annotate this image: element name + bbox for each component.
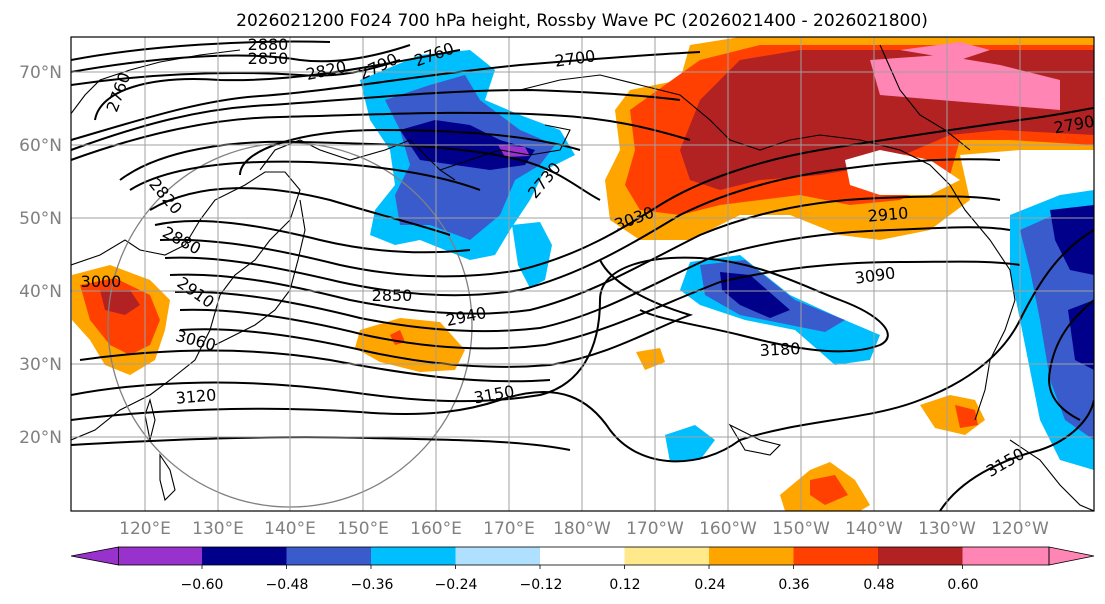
colorbar-label: −0.24 bbox=[435, 577, 478, 593]
lon-label: 170°W bbox=[626, 519, 684, 539]
colorbar-outline bbox=[118, 546, 1050, 566]
contour-label: 2880 bbox=[248, 35, 289, 54]
lat-label: 20°N bbox=[19, 428, 62, 448]
colorbar-label: −0.48 bbox=[266, 577, 309, 593]
lon-label: 140°E bbox=[264, 519, 316, 539]
contour-label: 2910 bbox=[867, 203, 909, 225]
colorbar-bin bbox=[371, 547, 456, 565]
colorbar-bin bbox=[455, 547, 540, 565]
height-contours bbox=[71, 40, 1094, 511]
lon-label: 150°W bbox=[772, 519, 830, 539]
lat-label: 70°N bbox=[19, 63, 62, 83]
contour-label: 2850 bbox=[372, 286, 413, 305]
lon-label: 160°E bbox=[410, 519, 462, 539]
lat-label: 40°N bbox=[19, 282, 62, 302]
contour-label: 3180 bbox=[759, 339, 801, 360]
chart-title: 2026021200 F024 700 hPa height, Rossby W… bbox=[236, 11, 928, 31]
colorbar-labels: −0.60 −0.48 −0.36 −0.24 −0.12 0.12 0.24 … bbox=[181, 577, 979, 593]
lon-label: 120°W bbox=[991, 519, 1049, 539]
coastlines bbox=[71, 44, 1094, 511]
colorbar-bin bbox=[878, 547, 963, 565]
colorbar-label: −0.12 bbox=[520, 577, 563, 593]
colorbar-label: −0.60 bbox=[181, 577, 224, 593]
longitude-labels: 120°E 130°E 140°E 150°E 160°E 170°E 180°… bbox=[119, 519, 1049, 539]
colorbar-bin bbox=[624, 547, 709, 565]
contour-label: 3120 bbox=[175, 385, 217, 407]
lon-label: 160°W bbox=[699, 519, 757, 539]
colorbar-bin bbox=[118, 547, 202, 565]
colorbar-extend-low bbox=[70, 546, 119, 566]
lon-label: 120°E bbox=[119, 519, 171, 539]
colorbar-label: 0.24 bbox=[694, 577, 725, 593]
colorbar-label: −0.36 bbox=[351, 577, 394, 593]
colorbar-bin bbox=[793, 547, 878, 565]
colorbar-bin bbox=[202, 547, 287, 565]
negative-anomaly-175e bbox=[512, 222, 552, 288]
latitude-labels: 70°N 60°N 50°N 40°N 30°N 20°N bbox=[19, 63, 62, 448]
contour-label: 3000 bbox=[81, 272, 122, 291]
lon-label: 170°E bbox=[483, 519, 535, 539]
lon-label: 140°W bbox=[845, 519, 903, 539]
lon-label: 130°W bbox=[918, 519, 976, 539]
colorbar-bin bbox=[709, 547, 794, 565]
lat-label: 50°N bbox=[19, 209, 62, 229]
colorbar-label: 0.12 bbox=[609, 577, 640, 593]
lat-label: 60°N bbox=[19, 136, 62, 156]
colorbar-bin bbox=[540, 547, 625, 565]
map-frame bbox=[70, 36, 1095, 512]
lon-label: 150°E bbox=[337, 519, 389, 539]
colorbar-extend-high bbox=[1048, 546, 1095, 566]
lon-label: 180°W bbox=[553, 519, 611, 539]
colorbar-bin bbox=[286, 547, 371, 565]
colorbar-label: 0.36 bbox=[778, 577, 809, 593]
colorbar-label: 0.48 bbox=[863, 577, 894, 593]
colorbar-bin bbox=[962, 547, 1049, 565]
colorbar bbox=[70, 546, 1095, 569]
negative-anomaly-central-pacific bbox=[665, 255, 880, 462]
colorbar-label: 0.60 bbox=[947, 577, 978, 593]
negative-anomaly-north-america bbox=[1010, 190, 1094, 470]
contour-label: 2850 bbox=[248, 49, 289, 68]
positive-anomaly-subtropics bbox=[636, 348, 985, 511]
lat-label: 30°N bbox=[19, 355, 62, 375]
lon-label: 130°E bbox=[192, 519, 244, 539]
graticule bbox=[71, 37, 1094, 511]
